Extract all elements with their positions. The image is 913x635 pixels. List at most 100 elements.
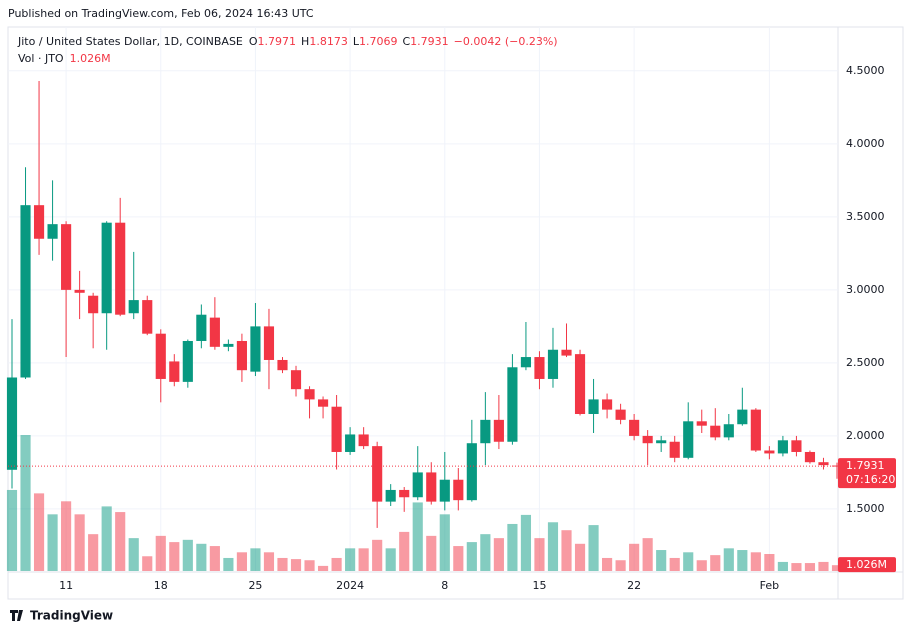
volume-bar (88, 534, 99, 571)
volume-bar (710, 555, 721, 571)
volume-bar (399, 531, 410, 571)
volume-bar (101, 506, 112, 571)
x-tick-label: 8 (441, 579, 448, 592)
volume-bar (128, 538, 139, 571)
candle-body (561, 349, 572, 356)
volume-bar (304, 560, 315, 571)
volume-bar (561, 530, 572, 571)
candle-body (290, 370, 302, 390)
candle-body (439, 479, 450, 502)
chart-title: Jito / United States Dollar, 1D, COINBAS… (17, 35, 243, 48)
candle-body (547, 349, 559, 379)
candle-body (480, 419, 491, 444)
volume-box (838, 557, 896, 573)
candle-body (345, 434, 356, 452)
chart-frame (7, 26, 904, 600)
volume-bar (317, 565, 329, 571)
y-tick-label: 3.0000 (846, 283, 885, 296)
candle-body (142, 300, 153, 334)
volume-bar (683, 552, 694, 571)
volume-bar (466, 542, 477, 571)
y-tick-label: 2.0000 (846, 429, 885, 442)
candle-body (534, 357, 545, 379)
volume-bar (723, 548, 734, 571)
candle-body (466, 443, 477, 501)
volume-title: Vol · JTO (18, 52, 64, 65)
candle-body (250, 326, 261, 372)
volume-bar (358, 548, 369, 571)
ohlc-value: 1.7069 (359, 35, 398, 48)
candle-body (615, 409, 626, 420)
volume-bar (588, 525, 599, 571)
change: −0.0042 (−0.23%) (454, 35, 558, 48)
y-tick-label: 3.5000 (846, 210, 885, 223)
candle-body (88, 295, 99, 314)
candle-body (223, 343, 234, 347)
candle-body (818, 462, 829, 466)
volume-bar (209, 546, 220, 571)
candle-body (399, 489, 410, 498)
candle-body (493, 419, 504, 442)
candle-body (791, 440, 802, 452)
candle-body (642, 435, 653, 444)
candle-body (507, 367, 518, 442)
candle-body (385, 489, 396, 502)
volume-bar (629, 543, 640, 571)
volume-bar (696, 560, 707, 571)
ohlc-value: 1.7931 (410, 35, 449, 48)
candle-body (656, 440, 667, 444)
candle-body (47, 224, 58, 239)
candle-body (453, 479, 464, 501)
volume-bar (804, 563, 816, 571)
x-tick-label: 18 (154, 579, 168, 592)
volume-bar (412, 502, 423, 571)
volume-bar (791, 563, 802, 571)
candle-body (277, 359, 288, 371)
volume-bar (574, 543, 586, 571)
candle-body (412, 472, 423, 498)
volume-bar (47, 514, 58, 571)
candle-body (155, 333, 166, 379)
volume-bar (669, 557, 680, 571)
volume-bar (520, 514, 532, 571)
candle-body (74, 289, 85, 293)
volume-bar (534, 538, 545, 571)
volume-bar (142, 556, 153, 571)
volume-bar (507, 523, 518, 571)
volume-bar (385, 548, 396, 571)
candle-body (372, 446, 383, 502)
volume-bar (777, 561, 788, 571)
candle-body (101, 222, 112, 314)
volume-bar (263, 552, 275, 571)
x-tick-label: 25 (248, 579, 262, 592)
volume-bar (764, 554, 775, 571)
volume-bar (169, 542, 180, 571)
volume-bar (372, 539, 383, 571)
last-price-box (838, 458, 896, 489)
candle-body (196, 314, 207, 341)
candle-body (426, 472, 437, 502)
volume-bar (61, 501, 72, 571)
volume-bar (602, 557, 613, 571)
ohlc-prefix: O (249, 35, 258, 48)
volume-bar (426, 535, 437, 571)
x-tick-label: 15 (532, 579, 546, 592)
candle-body (263, 326, 275, 360)
volume-bar (453, 546, 464, 571)
volume-bar (737, 550, 748, 571)
y-tick-label: 4.5000 (846, 64, 885, 77)
candle-body (115, 222, 126, 315)
candle-body (304, 389, 315, 400)
volume-bar (831, 565, 843, 571)
last-price-label: 1.7931 (846, 459, 885, 472)
y-tick-label: 1.5000 (846, 502, 885, 515)
volume-bar (345, 548, 356, 571)
volume-bar (750, 552, 761, 571)
volume-bar (74, 514, 85, 571)
volume-bar (155, 535, 166, 571)
candle-body (317, 399, 329, 407)
volume-bar (547, 522, 559, 571)
candle-body (6, 377, 18, 470)
candle-body (602, 399, 613, 410)
